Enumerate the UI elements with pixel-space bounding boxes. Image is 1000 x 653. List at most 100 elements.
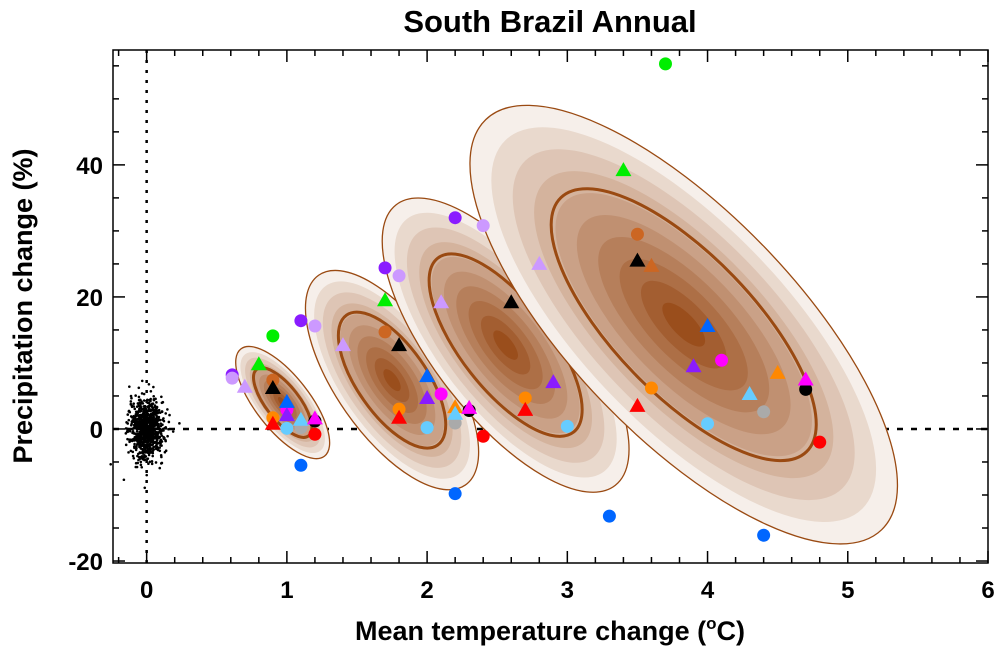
noise-point (135, 418, 138, 421)
x-tick-label: 1 (280, 577, 293, 604)
noise-point (160, 461, 164, 465)
data-point-triangle (503, 294, 520, 309)
noise-point (138, 445, 141, 449)
noise-point (136, 435, 139, 439)
data-point-triangle (278, 407, 295, 422)
noise-point (139, 402, 143, 405)
data-point-circle (644, 381, 658, 395)
noise-point (140, 440, 144, 444)
noise-point (158, 435, 161, 439)
y-tick-label: 40 (76, 153, 103, 180)
data-point-circle (448, 211, 462, 225)
noise-point (155, 438, 159, 442)
noise-point (144, 420, 148, 423)
noise-point (133, 424, 136, 427)
x-tick-label: 4 (701, 577, 715, 604)
noise-point (158, 446, 161, 449)
noise-point (137, 437, 141, 441)
noise-point (160, 395, 163, 399)
data-point-triangle (531, 255, 548, 270)
noise-point (149, 415, 152, 418)
noise-point (137, 409, 141, 413)
data-point-triangle (264, 415, 281, 430)
noise-point (126, 430, 130, 434)
data-point-circle (630, 227, 644, 241)
x-axis-label-suffix: C) (716, 616, 745, 646)
noise-point (149, 443, 153, 447)
noise-point (142, 413, 146, 417)
noise-point (178, 422, 181, 425)
noise-point (136, 420, 139, 423)
noise-point (157, 441, 160, 445)
noise-point (124, 443, 128, 447)
noise-point (146, 401, 149, 404)
y-tick-label: -20 (68, 549, 103, 576)
noise-point (150, 447, 154, 450)
noise-point (131, 419, 134, 422)
noise-point (133, 420, 136, 424)
noise-point (167, 420, 171, 424)
data-point-triangle (685, 358, 702, 373)
noise-point (125, 421, 128, 424)
data-point-circle (518, 391, 532, 405)
density-contour-line (549, 187, 818, 463)
noise-point (147, 443, 150, 447)
plot-area (109, 50, 988, 563)
noise-point (137, 395, 141, 399)
noise-point (149, 409, 153, 412)
noise-point (148, 460, 152, 464)
control-noise-cloud (109, 379, 181, 490)
noise-point (163, 436, 166, 440)
noise-point (140, 436, 144, 440)
noise-point (142, 399, 146, 402)
noise-point (130, 396, 133, 400)
noise-point (148, 423, 152, 427)
noise-point (129, 423, 133, 427)
noise-point (126, 413, 130, 416)
data-point-circle (799, 382, 813, 396)
data-point-circle (280, 421, 294, 435)
noise-point (159, 411, 162, 414)
noise-point (148, 418, 152, 422)
noise-point (160, 401, 164, 405)
noise-point (146, 457, 149, 461)
data-point-circle (434, 387, 448, 401)
noise-point (131, 454, 135, 458)
noise-point (148, 433, 152, 437)
noise-point (129, 449, 133, 453)
data-point-triangle (334, 337, 351, 352)
noise-point (171, 430, 175, 433)
noise-point (151, 454, 155, 458)
noise-point (136, 411, 140, 415)
noise-point (148, 398, 151, 402)
noise-point (154, 420, 158, 424)
noise-point (143, 432, 146, 436)
noise-point (136, 442, 139, 446)
data-point-circle (378, 261, 392, 275)
noise-point (129, 415, 133, 418)
noise-point (154, 461, 158, 464)
noise-point (163, 426, 167, 430)
x-tick-label: 2 (420, 577, 433, 604)
noise-point (149, 431, 153, 435)
noise-point (153, 404, 157, 407)
noise-point (140, 465, 144, 469)
data-point-triangle (615, 162, 632, 177)
data-point-circle (813, 435, 827, 449)
noise-point (158, 466, 162, 470)
data-point-circle (266, 329, 280, 343)
noise-point (129, 403, 133, 406)
noise-point (135, 465, 139, 469)
noise-point (134, 461, 138, 465)
x-axis-label: Mean temperature change (oC) (355, 614, 745, 646)
noise-point (128, 439, 132, 443)
noise-point (153, 436, 156, 440)
noise-point (137, 452, 140, 456)
noise-point (155, 401, 158, 404)
noise-point (128, 385, 131, 388)
noise-point (135, 405, 139, 408)
noise-point (141, 428, 144, 432)
noise-point (124, 432, 128, 435)
noise-point (135, 414, 138, 417)
data-point-circle (448, 487, 462, 501)
